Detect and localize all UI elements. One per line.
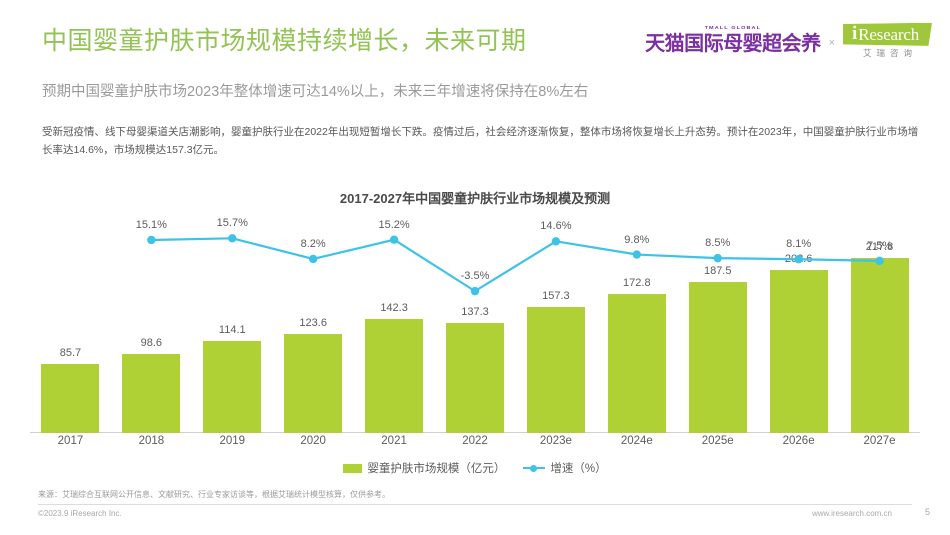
chart-bar-value-label: 114.1	[218, 324, 246, 337]
page-header: 中国婴童护肤市场规模持续增长，未来可期 TMALL GLOBAL 天猫国际母婴超…	[0, 0, 950, 72]
tmall-logo-text: 天猫国际母婴超会养	[645, 32, 821, 55]
chart-x-tick-label: 2018	[138, 435, 165, 447]
chart-x-tick-label: 2027e	[863, 435, 896, 447]
chart-line-marker	[228, 234, 237, 243]
chart-growth-rate-label: 14.6%	[540, 220, 572, 233]
iresearch-logo-word: Research	[858, 24, 919, 44]
chart-bar-value-label: 172.8	[623, 277, 651, 290]
chart-bar	[769, 270, 828, 433]
chart-bar-value-label: 123.6	[299, 316, 327, 329]
chart-bar-value-label: 202.6	[784, 253, 813, 266]
chart-line-marker	[308, 254, 318, 264]
copyright-text: ©2023.9 iResearch Inc.	[38, 509, 122, 518]
body-paragraph: 受新冠疫情、线下母婴渠道关店潮影响，婴童护肤行业在2022年出现短暂增长下跌。疫…	[42, 126, 919, 156]
chart-x-tick-label: 2017	[57, 435, 84, 447]
chart-plot-area: 85.7 98.6 114.1 123.6 142.3 137.3 157.3 172.8 18…	[30, 217, 920, 433]
chart-bar-value-label: 98.6	[140, 336, 163, 349]
chart-bar	[607, 294, 666, 433]
chart-growth-rate-label: 7.5%	[866, 239, 893, 252]
chart-growth-rate-label: 15.7%	[216, 217, 248, 230]
legend-line-swatch-icon	[523, 464, 546, 473]
chart-growth-rate-label: 15.2%	[378, 218, 410, 231]
chart-x-tick-label: 2026e	[782, 435, 815, 447]
chart-bar-value-label: 157.3	[542, 289, 570, 302]
chart-x-axis: 2017 2018 2019 2020 2021 2022 2023e 2024e 2025e 2…	[30, 435, 920, 455]
chart-bar-value-label: 85.7	[59, 347, 82, 360]
chart-line-marker	[632, 250, 642, 259]
chart-bar	[203, 341, 262, 433]
chart-x-tick-label: 2024e	[620, 435, 653, 447]
chart-line-marker	[147, 235, 156, 245]
tmall-global-logo: TMALL GLOBAL 天猫国际母婴超会养	[645, 26, 821, 54]
footer-divider	[38, 504, 912, 505]
chart-line-marker	[551, 237, 561, 246]
chart-growth-rate-label: -3.5%	[460, 270, 490, 283]
legend-label-growth-rate: 增速（%）	[550, 463, 607, 475]
page-number: 5	[924, 507, 930, 517]
chart-bar	[526, 306, 585, 433]
chart-title: 2017-2027年中国婴童护肤行业市场规模及预测	[339, 191, 611, 206]
iresearch-logo-i: i	[852, 22, 858, 44]
iresearch-logo-badge: i Research	[843, 22, 932, 46]
chart-growth-rate-label: 8.5%	[705, 237, 731, 250]
chart-bar-value-label: 187.5	[703, 265, 732, 278]
chart-bar	[688, 282, 747, 433]
chart-legend: 婴童护肤市场规模（亿元） 增速（%）	[30, 460, 920, 476]
chart-bar	[284, 333, 343, 433]
iresearch-logo-chinese: 艾瑞咨询	[863, 47, 918, 58]
page-footer: 来源：艾瑞综合互联网公开信息、文献研究、行业专家访谈等，根据艾瑞统计模型核算，仅…	[0, 487, 950, 535]
chart-growth-rate-label: 9.8%	[624, 233, 650, 246]
chart-panel: 2017-2027年中国婴童护肤行业市场规模及预测 85.7 98.6 114.1 1…	[30, 170, 920, 490]
chart-x-tick-label: 2025e	[701, 435, 734, 447]
chart-growth-rate-label: 8.1%	[786, 238, 812, 251]
legend-item-growth-rate[interactable]: 增速（%）	[523, 460, 607, 476]
source-note: 来源：艾瑞综合互联网公开信息、文献研究、行业专家访谈等，根据艾瑞统计模型核算，仅…	[38, 490, 390, 499]
legend-item-market-size[interactable]: 婴童护肤市场规模（亿元）	[343, 460, 505, 476]
logo-separator-icon: ×	[828, 37, 836, 49]
chart-line-marker	[470, 286, 480, 296]
chart-line-marker	[389, 235, 399, 244]
chart-x-tick-label: 2022	[462, 435, 488, 447]
chart-bar	[446, 322, 504, 433]
chart-x-tick-label: 2023e	[539, 435, 572, 447]
chart-x-tick-label: 2019	[219, 435, 246, 447]
chart-growth-rate-label: 8.2%	[300, 237, 326, 250]
page-title: 中国婴童护肤市场规模持续增长，未来可期	[42, 27, 527, 55]
website-url: www.iresearch.com.cn	[811, 509, 892, 518]
iresearch-logo: i Research 艾瑞咨询	[843, 22, 932, 58]
legend-label-market-size: 婴童护肤市场规模（亿元）	[367, 463, 506, 475]
chart-growth-rate-label: 15.1%	[135, 218, 167, 231]
chart-bar-value-label: 137.3	[461, 305, 489, 318]
chart-bar	[122, 353, 181, 433]
chart-x-tick-label: 2020	[300, 435, 326, 447]
logo-lockup: TMALL GLOBAL 天猫国际母婴超会养 × i Research 艾瑞咨询	[645, 14, 932, 66]
legend-bar-swatch-icon	[343, 463, 363, 473]
chart-line-marker	[713, 253, 722, 263]
chart-bar-value-label: 142.3	[380, 301, 408, 314]
chart-bar	[41, 364, 100, 433]
page-subtitle: 预期中国婴童护肤市场2023年整体增速可达14%以上，未来三年增速将保持在8%左…	[42, 84, 589, 100]
tmall-logo-superscript: TMALL GLOBAL	[704, 25, 762, 31]
chart-x-tick-label: 2021	[381, 435, 407, 447]
chart-bar	[850, 257, 909, 433]
chart-bar	[365, 318, 424, 433]
